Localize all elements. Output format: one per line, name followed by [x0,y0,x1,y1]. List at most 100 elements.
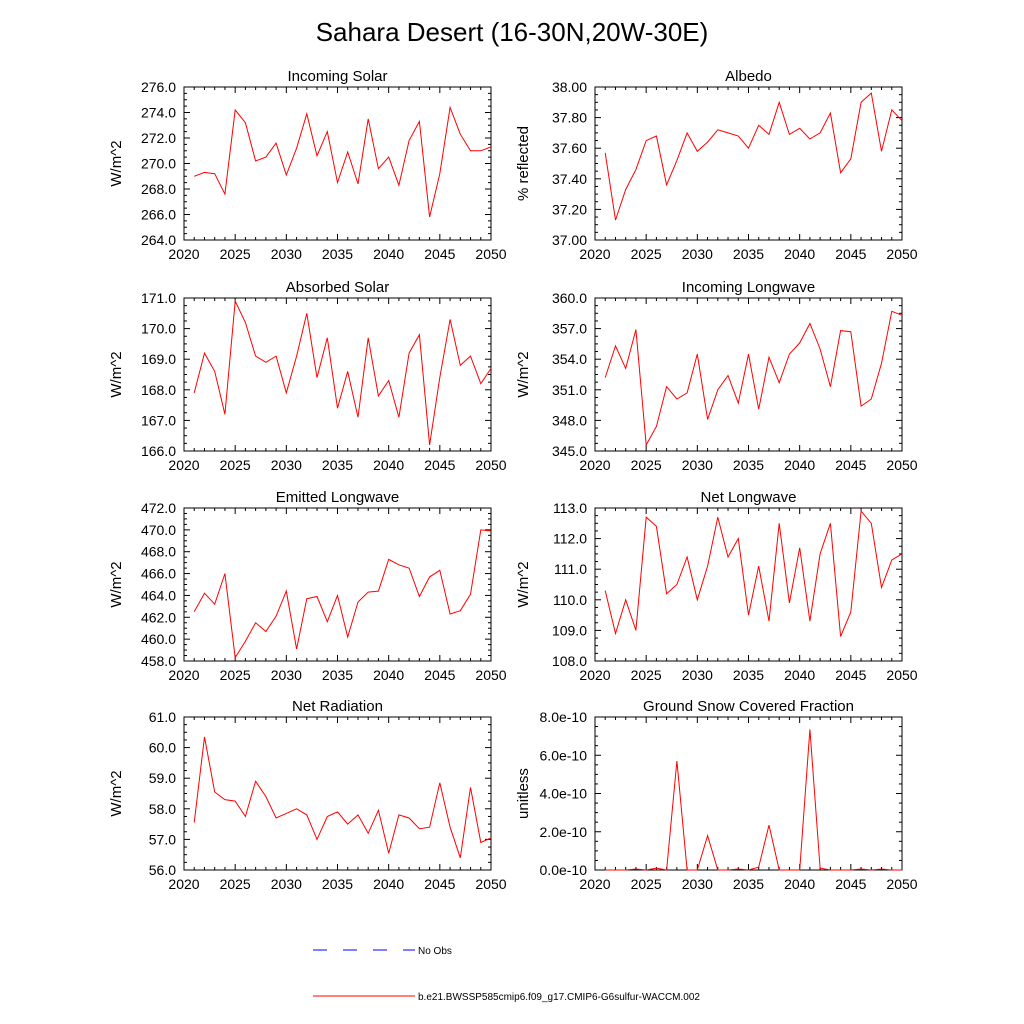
data-point [768,621,769,622]
y-tick-label: 360.0 [552,290,587,306]
data-point [840,330,841,331]
data-point [409,817,410,818]
data-point [625,368,626,369]
data-point [840,869,841,870]
data-point [224,799,225,800]
data-point [615,869,616,870]
data-point [194,176,195,177]
y-tick-label: 171.0 [141,290,176,306]
data-point [449,319,450,320]
x-tick-label: 2045 [424,457,455,473]
data-point [337,811,338,812]
data-point [204,736,205,737]
plot-frame [183,86,492,241]
y-tick-label: 348.0 [552,412,587,428]
series-line [193,299,492,445]
x-tick-label: 2040 [373,667,404,683]
data-point [235,801,236,802]
data-point [687,392,688,393]
y-tick-label: 8.0e-10 [540,709,588,725]
data-point [398,417,399,418]
data-point [656,526,657,527]
legend: No Obs b.e21.BWSSP585cmip6.f09_g17.CMIP6… [313,946,700,1003]
data-point [357,601,358,602]
data-point [255,356,256,357]
data-point [460,857,461,858]
panel-title: Emitted Longwave [276,489,399,506]
data-point [460,365,461,366]
data-point [296,808,297,809]
data-point [316,155,317,156]
x-tick-label: 2050 [886,246,917,262]
series-line [605,729,902,871]
panel-incoming-solar: Incoming Solar 2020 2025 2030 2035 2040 2045 20… [108,68,507,262]
x-tick-label: 2050 [886,667,917,683]
data-point [347,151,348,152]
data-point [779,382,780,383]
data-point [605,152,606,153]
x-tick-label: 2045 [835,876,866,892]
data-point [449,107,450,108]
y-tick-label: 109.0 [552,622,587,638]
data-point [368,592,369,593]
x-tick-label: 2020 [579,246,610,262]
data-point [276,356,277,357]
x-tick-label: 2020 [579,667,610,683]
data-point [398,185,399,186]
data-point [738,868,739,869]
y-tick-label: 270.0 [141,156,176,172]
data-point [646,869,647,870]
data-point [901,315,902,316]
data-point [286,174,287,175]
figure-title: Sahara Desert (16-30N,20W-30E) [316,17,709,47]
y-tick-label: 111.0 [554,561,587,577]
panel-absorbed-solar: Absorbed Solar 2020 2025 2030 2035 2040 2045 20… [108,279,507,473]
y-tick-label: 470.0 [141,522,176,538]
data-point [789,134,790,135]
x-tick-label: 2035 [322,876,353,892]
x-tick-label: 2035 [733,876,764,892]
data-point [327,816,328,817]
x-tick-label: 2045 [424,667,455,683]
data-point [891,311,892,312]
plot-frame [594,716,903,871]
x-tick-label: 2050 [886,876,917,892]
data-point [245,641,246,642]
data-point [470,594,471,595]
data-point [439,782,440,783]
x-tick-label: 2020 [168,876,199,892]
data-point [439,377,440,378]
data-point [768,357,769,358]
panel-title: Ground Snow Covered Fraction [643,698,854,715]
data-point [666,184,667,185]
y-tick-label: 462.0 [141,609,176,625]
data-point [666,386,667,387]
panel-albedo: Albedo 2020 2025 2030 2035 2040 2045 2050 37.00 3… [515,68,918,262]
data-point [738,538,739,539]
y-axis-label: unitless [515,768,532,819]
data-point [748,869,749,870]
data-point [891,869,892,870]
data-point [439,173,440,174]
data-point [830,112,831,113]
x-tick-label: 2045 [835,457,866,473]
panel-net-radiation: Net Radiation 2020 2025 2030 2035 2040 2045 205… [108,698,507,892]
y-tick-label: 58.0 [149,801,176,817]
y-tick-label: 464.0 [141,587,176,603]
y-tick-label: 37.40 [552,171,587,187]
data-point [820,132,821,133]
series-line [193,736,492,858]
data-point [245,322,246,323]
x-tick-label: 2020 [168,667,199,683]
plot-frame [183,716,492,871]
y-tick-label: 56.0 [149,862,176,878]
x-tick-label: 2020 [579,876,610,892]
series-line [193,529,492,660]
data-point [758,409,759,410]
y-axis-label: W/m^2 [515,351,532,397]
data-point [605,590,606,591]
data-point [449,613,450,614]
data-point [409,140,410,141]
data-point [891,559,892,560]
data-point [687,869,688,870]
